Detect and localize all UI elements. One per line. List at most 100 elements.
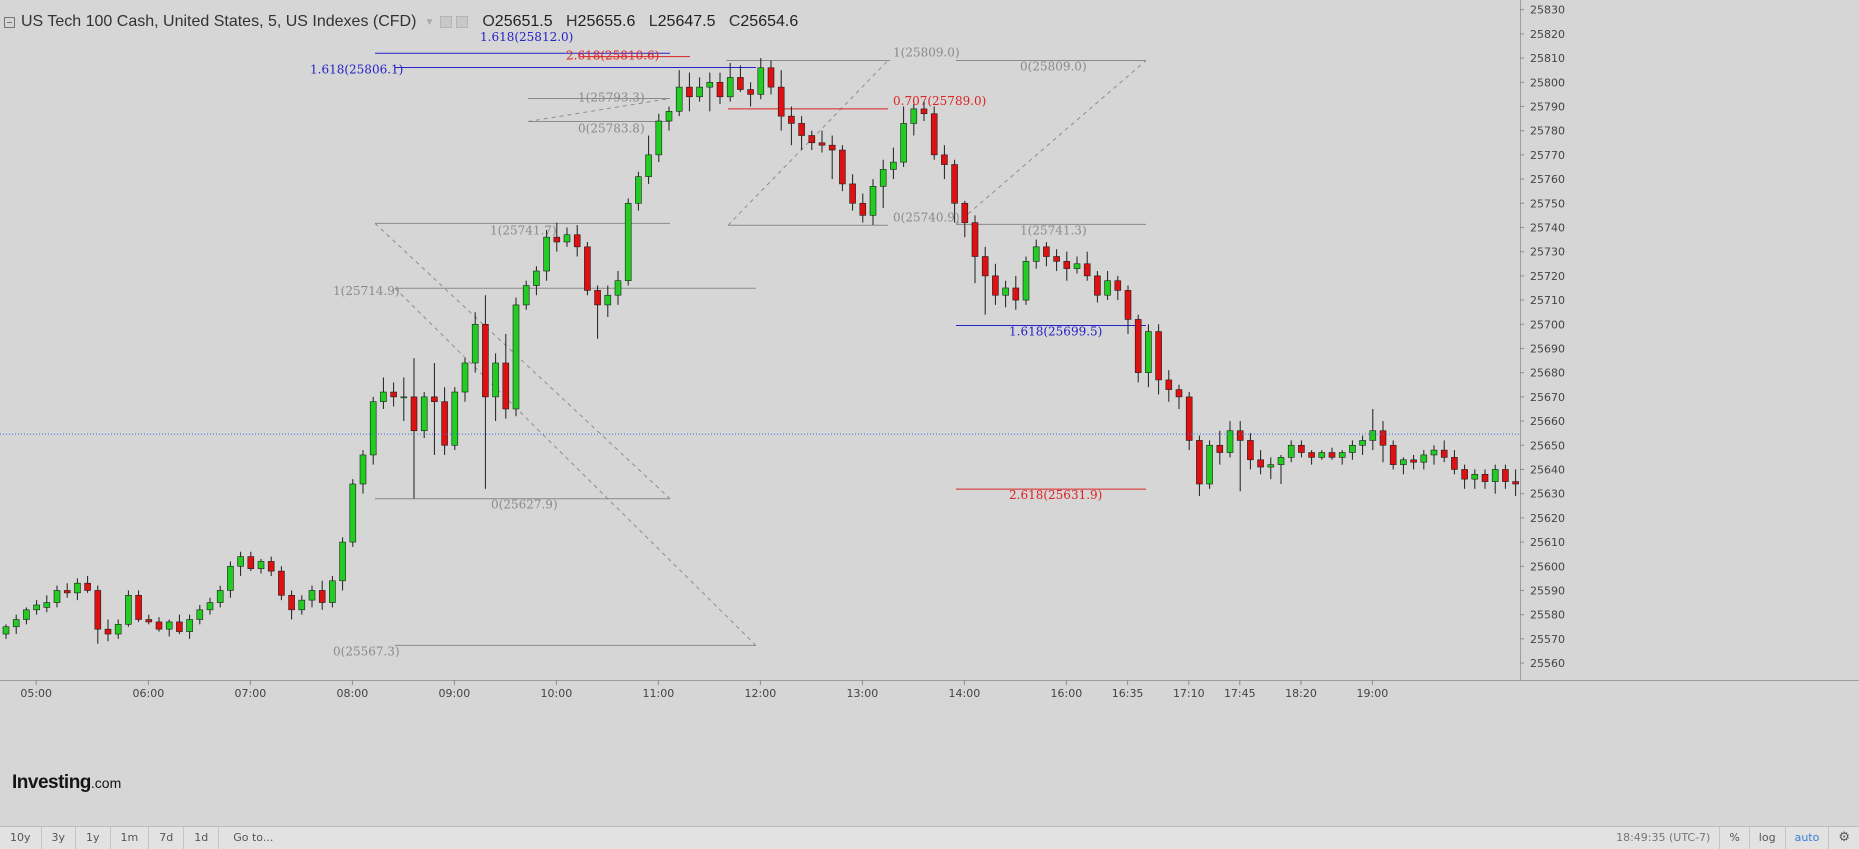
range-1y-button[interactable]: 1y bbox=[76, 827, 111, 849]
candle-down bbox=[1063, 251, 1071, 281]
candle-up bbox=[706, 72, 714, 112]
candle-up bbox=[1104, 271, 1111, 301]
candle-body bbox=[584, 246, 591, 291]
candle-up bbox=[655, 113, 663, 163]
candle-body bbox=[533, 270, 540, 286]
gear-icon[interactable]: ⚙ bbox=[1828, 827, 1859, 849]
candle-body bbox=[1094, 275, 1101, 296]
range-1d-button[interactable]: 1d bbox=[184, 827, 220, 849]
price-axis[interactable]: 25560 25570 25580 25590 25600 25610 25620 25630… bbox=[1520, 0, 1859, 826]
candle-body bbox=[2, 626, 10, 635]
price-axis-bg bbox=[1520, 0, 1859, 826]
candle-down bbox=[716, 72, 724, 105]
candle-down bbox=[104, 619, 112, 642]
candle-down bbox=[1012, 275, 1020, 310]
candle-body bbox=[1063, 261, 1071, 269]
chevron-down-icon[interactable]: ▼ bbox=[424, 16, 435, 28]
time-tick-label: 17:45 bbox=[1224, 687, 1256, 700]
candle-body bbox=[1369, 430, 1377, 441]
time-tick-label: 16:00 bbox=[1051, 687, 1083, 700]
candle-up bbox=[890, 147, 897, 180]
candle-up bbox=[369, 396, 377, 465]
candle-body bbox=[380, 391, 387, 403]
candle-body bbox=[563, 234, 571, 243]
candle-down bbox=[930, 106, 938, 160]
candle-down bbox=[1185, 392, 1193, 451]
percent-scale-toggle[interactable]: % bbox=[1719, 827, 1748, 849]
candle-body bbox=[1196, 440, 1203, 485]
candle-down bbox=[1410, 454, 1417, 470]
candle-down bbox=[737, 65, 744, 92]
range-10y-button[interactable]: 10y bbox=[0, 827, 42, 849]
candle-body bbox=[890, 161, 897, 170]
candle-up bbox=[910, 104, 918, 136]
candle-down bbox=[584, 241, 591, 296]
candle-body bbox=[1145, 331, 1152, 373]
candle-up bbox=[1206, 440, 1213, 489]
candle-down bbox=[839, 145, 846, 192]
price-tick-label: 25740 bbox=[1530, 221, 1565, 234]
candle-body bbox=[1481, 474, 1489, 482]
candle-body bbox=[1175, 389, 1183, 398]
candle-body bbox=[1389, 444, 1397, 465]
candle-down bbox=[278, 566, 285, 601]
range-1m-button[interactable]: 1m bbox=[111, 827, 150, 849]
candle-body bbox=[757, 67, 765, 95]
candle-body bbox=[492, 362, 499, 398]
candle-body bbox=[879, 169, 887, 187]
log-scale-toggle[interactable]: log bbox=[1748, 827, 1785, 849]
candle-body bbox=[686, 86, 693, 98]
candle-body bbox=[930, 113, 938, 156]
candle-down bbox=[1196, 435, 1203, 497]
candle-body bbox=[1318, 452, 1326, 458]
price-chart[interactable]: 1.618(25812.0) 1.618(25806.1) 2.618(25810.… bbox=[0, 0, 1859, 826]
indicator-toggle-icon[interactable] bbox=[456, 16, 469, 28]
price-tick-label: 25580 bbox=[1530, 609, 1565, 622]
candle-up bbox=[879, 159, 887, 209]
candle-body bbox=[1267, 464, 1275, 468]
candle-body bbox=[1012, 287, 1020, 301]
goto-button[interactable]: Go to... bbox=[233, 831, 274, 844]
candle-up bbox=[33, 600, 40, 615]
candle-down bbox=[981, 246, 989, 315]
time-axis[interactable]: 05:00 06:00 07:00 08:00 09:00 10:00 11:00 12:00… bbox=[0, 680, 1859, 700]
candle-up bbox=[461, 358, 469, 402]
price-tick-label: 25710 bbox=[1530, 294, 1565, 307]
fib-level-label: 1.618(25812.0) bbox=[480, 30, 573, 44]
price-tick-label: 25620 bbox=[1530, 512, 1565, 525]
candle-body bbox=[859, 202, 867, 216]
candle-body bbox=[1359, 440, 1366, 446]
candle-body bbox=[94, 590, 102, 630]
fib-level-label: 0(25809.0) bbox=[1020, 59, 1087, 73]
candle-down bbox=[1134, 314, 1142, 383]
candle-down bbox=[288, 590, 295, 620]
candle-up bbox=[1032, 239, 1040, 269]
candle-body bbox=[992, 275, 999, 296]
candle-body bbox=[33, 604, 40, 611]
candle-down bbox=[859, 193, 867, 223]
fib-level-label: 0(25627.9) bbox=[491, 498, 558, 512]
fib-level-label: 2.618(25810.6) bbox=[566, 49, 659, 63]
collapse-legend-icon[interactable] bbox=[4, 16, 15, 28]
candle-body bbox=[910, 108, 918, 124]
candle-down bbox=[808, 130, 816, 151]
candle-down bbox=[502, 333, 510, 419]
candle-body bbox=[135, 595, 142, 620]
range-3y-button[interactable]: 3y bbox=[42, 827, 77, 849]
candle-up bbox=[420, 392, 428, 439]
candle-body bbox=[522, 285, 530, 306]
candle-body bbox=[349, 483, 357, 543]
candle-body bbox=[155, 621, 163, 630]
candle-up bbox=[308, 585, 316, 608]
ohlc-low-key: L bbox=[648, 13, 658, 30]
indicator-settings-icon[interactable] bbox=[440, 16, 453, 28]
candle-down bbox=[1440, 440, 1448, 463]
candle-body bbox=[920, 108, 928, 115]
candle-body bbox=[675, 86, 683, 112]
price-tick-label: 25650 bbox=[1530, 439, 1565, 452]
range-7d-button[interactable]: 7d bbox=[149, 827, 185, 849]
time-tick-label: 19:00 bbox=[1357, 687, 1389, 700]
auto-scale-toggle[interactable]: auto bbox=[1784, 827, 1829, 849]
candle-body bbox=[665, 111, 673, 122]
candle-body bbox=[186, 619, 193, 632]
